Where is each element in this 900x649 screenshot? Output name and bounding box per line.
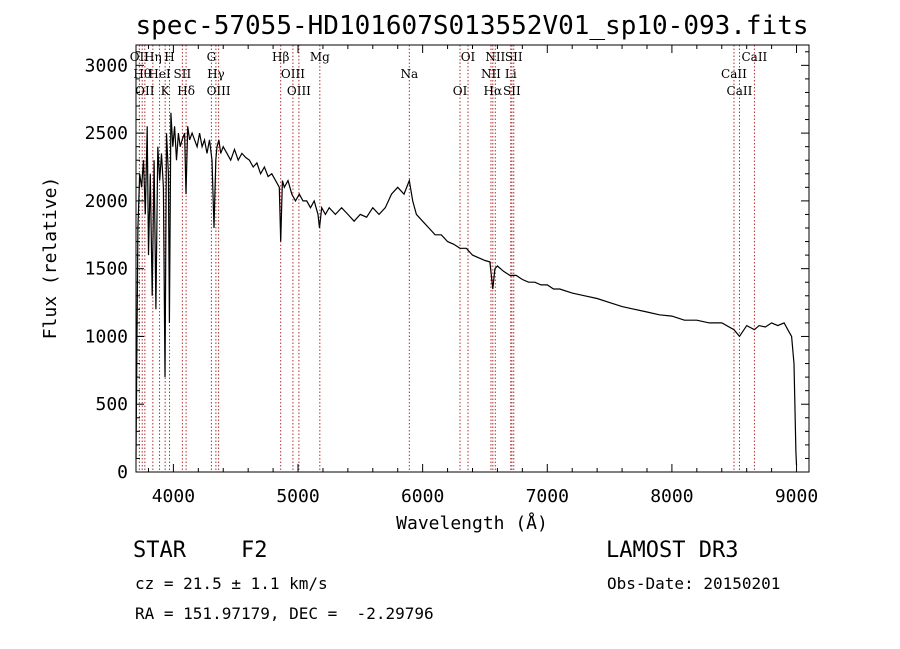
line-label: Mg xyxy=(310,50,330,64)
x-tick-label: 5000 xyxy=(276,486,319,507)
y-tick-label: 1500 xyxy=(85,259,128,280)
line-label: SII xyxy=(174,67,192,81)
line-label: NII xyxy=(485,50,505,64)
obs-date: Obs-Date: 20150201 xyxy=(607,574,781,593)
line-label: K xyxy=(161,84,171,98)
y-axis-label: Flux (relative) xyxy=(40,177,61,340)
object-subclass: F2 xyxy=(241,538,268,563)
line-label: HeI xyxy=(148,67,171,81)
x-axis-ticks: 4000 5000 6000 7000 8000 9000 xyxy=(147,45,818,507)
line-label: OIII xyxy=(281,67,305,81)
line-label: OII xyxy=(130,50,150,64)
y-tick-label: 2000 xyxy=(85,191,128,212)
coordinates: RA = 151.97179, DEC = -2.29796 xyxy=(135,604,434,623)
y-tick-label: 0 xyxy=(117,462,128,483)
x-tick-label: 7000 xyxy=(526,486,569,507)
line-label: Na xyxy=(400,67,418,81)
line-label: Hβ xyxy=(272,50,289,64)
line-label: H xyxy=(164,50,174,64)
line-label: CaII xyxy=(741,50,767,64)
redshift-cz: cz = 21.5 ± 1.1 km/s xyxy=(135,574,328,593)
line-label: Hη xyxy=(144,50,162,64)
x-tick-label: 9000 xyxy=(775,486,818,507)
line-label: OI xyxy=(453,84,468,98)
line-label: Li xyxy=(505,67,517,81)
line-label: Hγ xyxy=(207,67,225,81)
spectrum-series-line xyxy=(135,112,798,466)
y-axis-ticks: 0 500 1000 1500 2000 2500 3000 xyxy=(85,51,809,483)
spectral-line-markers xyxy=(138,45,755,472)
x-tick-label: 4000 xyxy=(152,486,195,507)
y-tick-label: 2500 xyxy=(85,123,128,144)
line-label: SII xyxy=(503,84,521,98)
object-class: STAR xyxy=(133,538,186,563)
line-label: OIII xyxy=(287,84,311,98)
chart-title: spec-57055-HD101607S013552V01_sp10-093.f… xyxy=(135,11,808,41)
line-label: NII xyxy=(481,67,501,81)
line-label: Hα xyxy=(484,84,503,98)
line-label: Hδ xyxy=(177,84,195,98)
line-label: CaII xyxy=(721,67,747,81)
x-tick-label: 6000 xyxy=(401,486,444,507)
x-axis-label: Wavelength (Å) xyxy=(396,512,548,534)
plot-frame xyxy=(135,44,810,473)
line-label: G xyxy=(207,50,217,64)
x-tick-label: 8000 xyxy=(650,486,693,507)
line-label: OI xyxy=(461,50,476,64)
line-label: OIII xyxy=(207,84,231,98)
line-label: CaII xyxy=(727,84,753,98)
y-tick-label: 1000 xyxy=(85,326,128,347)
line-label: SII xyxy=(505,50,523,64)
spectral-line-labels: OIIHθOIIHηHeIKHSIIHδGHγOIIIHβOIIIOIIIMgN… xyxy=(130,50,768,98)
line-label: OII xyxy=(135,84,155,98)
line-label: Hθ xyxy=(133,67,151,81)
survey-name: LAMOST DR3 xyxy=(606,538,739,563)
y-tick-label: 500 xyxy=(95,394,128,415)
y-tick-label: 3000 xyxy=(85,55,128,76)
